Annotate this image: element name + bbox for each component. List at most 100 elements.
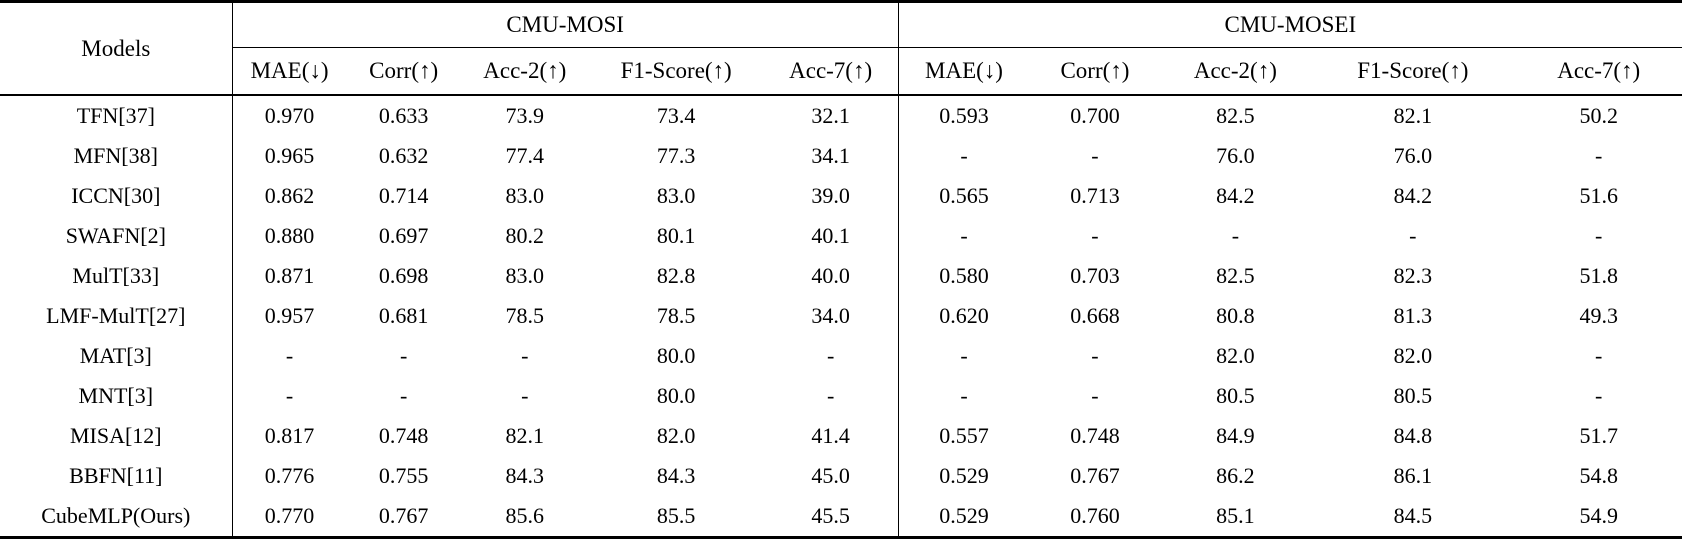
metric-value: 40.1 xyxy=(811,223,850,248)
metric-value: 0.529 xyxy=(897,496,1030,538)
metric-value: - xyxy=(1409,223,1417,248)
metric-value: 76.0 xyxy=(1216,143,1255,168)
metric-value: 76.0 xyxy=(1393,143,1433,168)
metric-value: 85.6 xyxy=(505,503,545,528)
model-name: MAT[3] xyxy=(79,343,152,368)
metric-value: 0.862 xyxy=(231,176,347,216)
metric-value: 84.9 xyxy=(1216,423,1255,448)
metric-value: 82.8 xyxy=(656,263,696,288)
metric-value: 86.2 xyxy=(1216,463,1255,488)
metric-value: - xyxy=(897,216,1030,256)
column-header-acc7-mosi: Acc-7(↑) xyxy=(789,58,873,83)
metric-header-row: MAE(↓) Corr(↑) Acc-2(↑) F1-Score(↑) Acc-… xyxy=(0,47,1682,95)
metric-value: 80.1 xyxy=(656,223,696,248)
column-header-acc2-mosei: Acc-2(↑) xyxy=(1193,58,1277,83)
metric-value: 82.0 xyxy=(656,423,696,448)
table-row: MNT[3] - - - 80.0 - - - 80.5 80.5 - xyxy=(0,376,1682,416)
metric-value: 78.5 xyxy=(656,303,696,328)
metric-value: 0.817 xyxy=(231,416,347,456)
metric-value: 0.580 xyxy=(897,256,1030,296)
metric-value: - xyxy=(826,343,835,368)
metric-value: - xyxy=(1091,223,1099,248)
metric-value: 0.760 xyxy=(1070,503,1120,528)
metric-value: 0.698 xyxy=(378,263,429,288)
metric-value: 84.3 xyxy=(505,463,545,488)
metric-value: 84.2 xyxy=(1393,183,1433,208)
metric-value: - xyxy=(400,383,408,408)
metric-value: 0.748 xyxy=(378,423,429,448)
metric-value: 54.9 xyxy=(1579,503,1618,528)
metric-value: 54.8 xyxy=(1579,463,1618,488)
metric-value: - xyxy=(826,383,835,408)
metric-value: 84.3 xyxy=(656,463,696,488)
metric-value: 80.0 xyxy=(656,343,696,368)
column-header-acc2-mosi: Acc-2(↑) xyxy=(483,58,567,83)
table-row: MFN[38] 0.965 0.632 77.4 77.3 34.1 - - 76.0 76.0 - xyxy=(0,136,1682,176)
metric-value: 49.3 xyxy=(1579,303,1618,328)
metric-value: 0.593 xyxy=(897,95,1030,136)
column-header-f1-mosi: F1-Score(↑) xyxy=(620,58,732,83)
metric-value: 82.3 xyxy=(1393,263,1433,288)
table-row: BBFN[11] 0.776 0.755 84.3 84.3 45.0 0.529 0.767… xyxy=(0,456,1682,496)
metric-value: 83.0 xyxy=(505,183,545,208)
metric-value: 81.3 xyxy=(1393,303,1433,328)
metric-value: 82.5 xyxy=(1216,263,1255,288)
metric-value: 0.957 xyxy=(231,296,347,336)
metric-value: 34.1 xyxy=(811,143,850,168)
model-name: MISA[12] xyxy=(69,423,162,448)
metric-value: 82.5 xyxy=(1216,103,1255,128)
metric-value: 0.700 xyxy=(1070,103,1120,128)
metric-value: 40.0 xyxy=(811,263,850,288)
metric-value: 78.5 xyxy=(505,303,545,328)
metric-value: 0.697 xyxy=(378,223,429,248)
model-name: ICCN[30] xyxy=(71,183,161,208)
metric-value: 39.0 xyxy=(811,183,850,208)
metric-value: 85.1 xyxy=(1216,503,1255,528)
metric-value: 0.767 xyxy=(378,503,429,528)
metric-value: 34.0 xyxy=(811,303,850,328)
metric-value: 80.8 xyxy=(1216,303,1255,328)
metric-value: 84.8 xyxy=(1393,423,1433,448)
column-header-models: Models xyxy=(81,35,151,61)
metric-value: 0.668 xyxy=(1070,303,1120,328)
table-row: LMF-MulT[27] 0.957 0.681 78.5 78.5 34.0 0.620 0… xyxy=(0,296,1682,336)
table-row: MAT[3] - - - 80.0 - - - 82.0 82.0 - xyxy=(0,336,1682,376)
metric-value: 80.5 xyxy=(1216,383,1255,408)
metric-value: 0.767 xyxy=(1070,463,1120,488)
metric-value: 84.5 xyxy=(1393,503,1433,528)
metric-value: 77.3 xyxy=(656,143,696,168)
metric-value: 0.565 xyxy=(897,176,1030,216)
table-row: TFN[37] 0.970 0.633 73.9 73.4 32.1 0.593 0.700 8… xyxy=(0,95,1682,136)
metric-value: 0.965 xyxy=(231,136,347,176)
metric-value: - xyxy=(897,376,1030,416)
metric-value: 84.2 xyxy=(1216,183,1255,208)
metric-value: - xyxy=(400,343,408,368)
model-name: CubeMLP(Ours) xyxy=(41,503,191,528)
group-header-row: Models CMU-MOSI CMU-MOSEI xyxy=(0,1,1682,61)
column-header-mae-mosi: MAE(↓) xyxy=(231,47,347,95)
metric-value: 80.2 xyxy=(505,223,545,248)
metric-value: 82.0 xyxy=(1216,343,1255,368)
table-row: CubeMLP(Ours) 0.770 0.767 85.6 85.5 45.5 0.529… xyxy=(0,496,1682,538)
metric-value: - xyxy=(1091,143,1099,168)
metric-value: - xyxy=(231,376,347,416)
metric-value: 0.871 xyxy=(231,256,347,296)
model-name: SWAFN[2] xyxy=(65,223,166,248)
table-row: SWAFN[2] 0.880 0.697 80.2 80.1 40.1 - - - - - xyxy=(0,216,1682,256)
group-header-cmu-mosei: CMU-MOSEI xyxy=(897,1,1682,48)
column-header-corr-mosei: Corr(↑) xyxy=(1060,58,1130,83)
column-header-corr-mosi: Corr(↑) xyxy=(369,58,439,83)
metric-value: 0.880 xyxy=(231,216,347,256)
metric-value: 0.681 xyxy=(378,303,429,328)
metric-value: - xyxy=(1595,383,1603,408)
metric-value: - xyxy=(1595,223,1603,248)
metric-value: 0.703 xyxy=(1070,263,1120,288)
metric-value: 85.5 xyxy=(656,503,696,528)
metric-value: - xyxy=(897,336,1030,376)
metric-value: 0.557 xyxy=(897,416,1030,456)
metric-value: 0.776 xyxy=(231,456,347,496)
table-row: ICCN[30] 0.862 0.714 83.0 83.0 39.0 0.565 0.713… xyxy=(0,176,1682,216)
metric-value: 0.632 xyxy=(378,143,429,168)
metric-value: - xyxy=(1231,223,1240,248)
